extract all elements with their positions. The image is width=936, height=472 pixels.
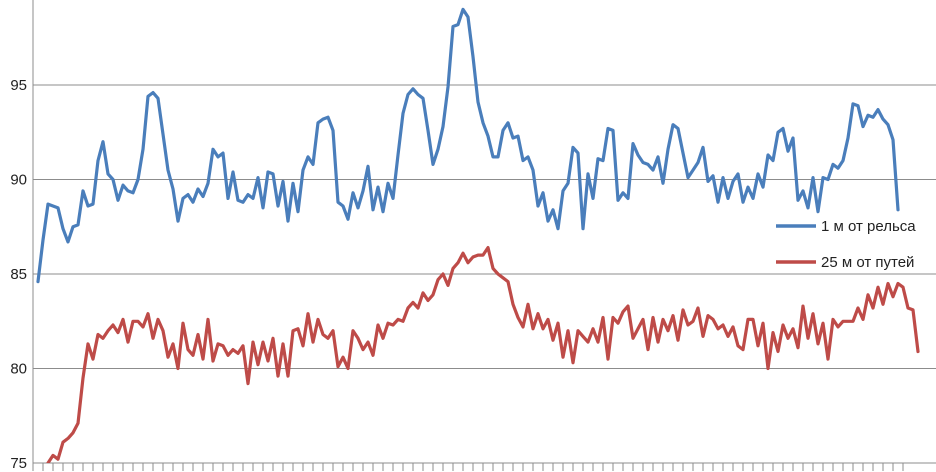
y-tick-label: 90: [10, 172, 27, 189]
legend-label-series-2: 25 м от путей: [821, 254, 914, 271]
y-axis-tick-labels: 75 80 85 90 95: [10, 77, 27, 472]
y-tick-label: 80: [10, 361, 27, 378]
series-line-2: [46, 246, 920, 463]
x-axis: [32, 0, 936, 471]
legend-item-2: 25 м от путей: [776, 254, 914, 271]
gridlines: [33, 84, 936, 370]
legend: 1 м от рельса 25 м от путей: [776, 218, 916, 271]
y-tick-label: 85: [10, 266, 27, 283]
series-line-1: [36, 7, 900, 284]
y-tick-label: 95: [10, 77, 27, 94]
y-tick-label: 75: [10, 455, 27, 472]
legend-label-series-1: 1 м от рельса: [821, 218, 916, 235]
legend-item-1: 1 м от рельса: [776, 218, 916, 235]
series-lines: [36, 7, 920, 463]
